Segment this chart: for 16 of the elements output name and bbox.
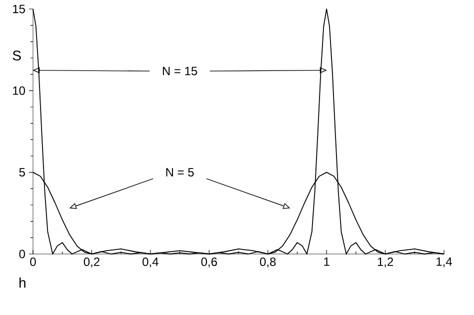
y-axis-title: S [12,50,21,61]
x-tick-label: 0,8 [260,258,276,268]
x-tick-label: 0,4 [142,258,158,268]
annotation: N = 15 [162,66,198,76]
x-tick-label: 1,2 [378,258,394,268]
annotation: N = 5 [166,168,194,177]
x-tick-label: 0,6 [201,258,217,268]
x-axis-title: h [19,278,26,288]
x-tick-label: 1 [324,258,330,266]
y-tick-label: 5 [19,168,25,177]
y-tick-label: 0 [19,250,26,258]
y-tick-label: 15 [13,4,25,14]
x-tick-label: 1,4 [436,258,452,268]
y-tick-label: 10 [13,86,26,95]
x-tick-label: 0,2 [84,258,100,268]
x-tick-label: 0 [30,258,36,266]
